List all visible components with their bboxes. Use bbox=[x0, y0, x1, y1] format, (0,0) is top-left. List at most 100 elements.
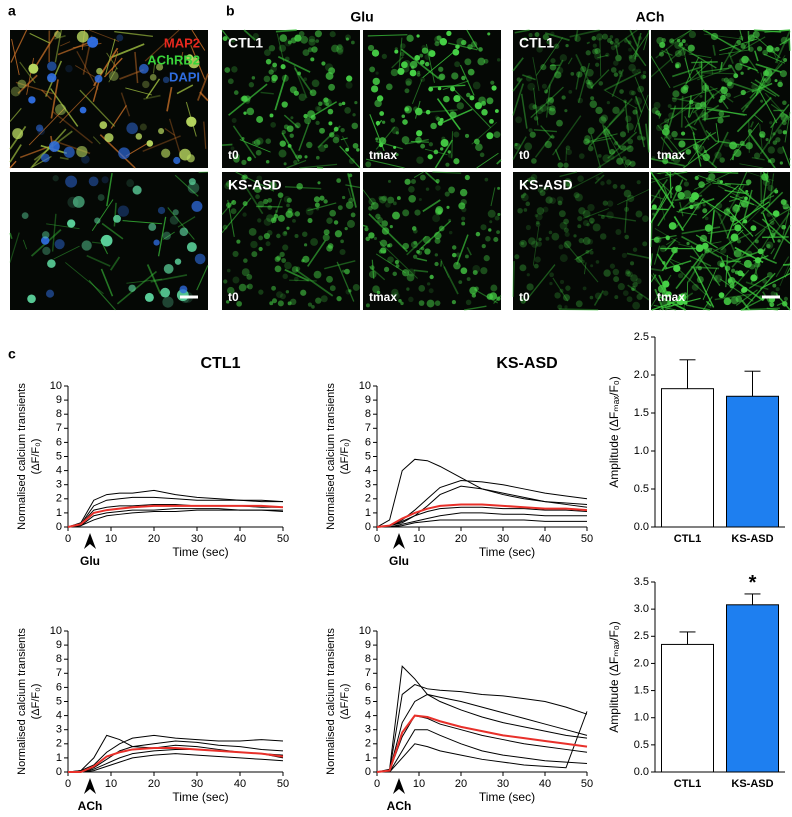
neurite bbox=[15, 81, 54, 95]
cell bbox=[523, 208, 528, 212]
neurite bbox=[724, 182, 749, 186]
cell bbox=[52, 175, 59, 182]
cell bbox=[427, 154, 433, 160]
cell bbox=[161, 148, 171, 158]
trace bbox=[68, 747, 284, 773]
cell bbox=[47, 61, 57, 72]
neurite bbox=[711, 59, 713, 75]
cell bbox=[270, 217, 277, 224]
cell bbox=[436, 35, 442, 41]
x-axis-label: Time (sec) bbox=[172, 545, 228, 559]
cell bbox=[549, 197, 556, 204]
cell bbox=[704, 224, 713, 232]
panel-label: c bbox=[8, 346, 16, 362]
cell bbox=[585, 79, 591, 85]
cell bbox=[756, 46, 763, 52]
cell bbox=[45, 289, 55, 298]
cell bbox=[485, 235, 491, 242]
cell bbox=[547, 106, 552, 111]
cell bbox=[775, 137, 781, 143]
cell bbox=[104, 133, 114, 143]
cell bbox=[394, 260, 400, 265]
neurite bbox=[398, 37, 403, 72]
cell bbox=[554, 71, 562, 79]
cell bbox=[617, 283, 625, 291]
cell bbox=[461, 75, 466, 81]
y-tick-label: 9 bbox=[56, 394, 62, 406]
neurite bbox=[650, 177, 655, 180]
y-tick-label: 6 bbox=[56, 436, 62, 448]
cell bbox=[419, 174, 426, 181]
neurite bbox=[299, 163, 338, 169]
cell bbox=[149, 74, 157, 81]
cell bbox=[519, 264, 527, 272]
y-tick-label: 10 bbox=[50, 380, 62, 392]
neurite bbox=[116, 270, 158, 305]
cell bbox=[284, 56, 290, 62]
cell bbox=[424, 54, 431, 61]
cell bbox=[335, 45, 344, 53]
cell bbox=[446, 205, 450, 209]
cell bbox=[694, 102, 702, 110]
cell bbox=[322, 234, 330, 242]
cell bbox=[683, 190, 692, 199]
cell bbox=[345, 201, 354, 209]
cell bbox=[613, 72, 619, 77]
neurite bbox=[413, 171, 424, 178]
cell bbox=[528, 128, 533, 133]
neurite bbox=[40, 89, 53, 101]
neurite bbox=[650, 194, 664, 200]
cell bbox=[551, 135, 555, 139]
cell bbox=[469, 95, 475, 101]
neurite bbox=[347, 187, 353, 200]
stain-label: DAPI bbox=[169, 69, 200, 84]
cell bbox=[321, 61, 326, 66]
cell bbox=[601, 33, 609, 40]
neurite bbox=[575, 29, 579, 41]
cell bbox=[725, 207, 730, 212]
neurite bbox=[152, 59, 156, 74]
neurite bbox=[679, 201, 684, 217]
neurite bbox=[717, 213, 736, 254]
neurite bbox=[126, 278, 163, 284]
cell bbox=[664, 118, 670, 124]
cell bbox=[629, 160, 636, 167]
cell bbox=[458, 280, 463, 285]
cell bbox=[623, 99, 627, 104]
cell bbox=[401, 61, 408, 69]
cell bbox=[265, 58, 272, 65]
cell bbox=[329, 132, 335, 138]
neurite bbox=[113, 202, 117, 227]
cell bbox=[600, 181, 605, 186]
image-label: tmax bbox=[369, 290, 397, 304]
cell bbox=[460, 199, 467, 206]
cell bbox=[278, 149, 287, 158]
cell bbox=[453, 131, 460, 138]
cell bbox=[662, 261, 666, 265]
neurite bbox=[759, 228, 776, 252]
y-tick-label: 3 bbox=[365, 479, 371, 491]
cell bbox=[263, 218, 272, 226]
cell bbox=[434, 253, 439, 257]
neurite bbox=[53, 245, 80, 260]
cell bbox=[405, 78, 413, 86]
y-tick-label: 9 bbox=[56, 639, 62, 651]
cell bbox=[490, 284, 498, 292]
cell bbox=[344, 226, 348, 231]
cell bbox=[451, 72, 459, 80]
cell bbox=[385, 202, 391, 208]
cell bbox=[368, 270, 377, 279]
cell bbox=[381, 195, 388, 202]
cell bbox=[96, 67, 103, 75]
cell bbox=[246, 273, 253, 280]
x-tick-label: 30 bbox=[191, 778, 203, 790]
cell bbox=[607, 37, 613, 44]
cell bbox=[47, 73, 57, 83]
neurite bbox=[664, 260, 692, 270]
cell bbox=[622, 290, 629, 297]
stimulus-label: ACh bbox=[78, 799, 103, 813]
cell bbox=[582, 219, 590, 227]
cell bbox=[404, 178, 411, 185]
cell bbox=[233, 156, 240, 163]
neurite bbox=[687, 95, 692, 118]
